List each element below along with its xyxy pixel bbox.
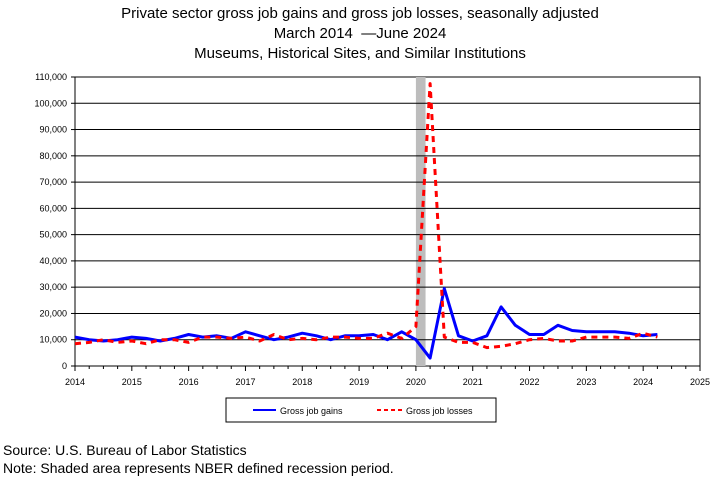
y-tick-label: 30,000 xyxy=(39,282,67,292)
x-tick-label: 2025 xyxy=(690,377,710,387)
x-tick-label: 2022 xyxy=(520,377,540,387)
x-tick-label: 2019 xyxy=(349,377,369,387)
y-tick-label: 80,000 xyxy=(39,151,67,161)
x-tick-label: 2014 xyxy=(65,377,85,387)
chart-subtitle-dates: March 2014 —June 2024 xyxy=(273,25,447,42)
legend-label-gross-job-losses: Gross job losses xyxy=(406,406,473,416)
footer-note: Note: Shaded area represents NBER define… xyxy=(3,460,394,476)
chart-title: Private sector gross job gains and gross… xyxy=(121,5,599,22)
chart-titles: Private sector gross job gains and gross… xyxy=(0,4,720,64)
x-tick-label: 2017 xyxy=(235,377,255,387)
y-tick-label: 70,000 xyxy=(39,177,67,187)
y-tick-label: 60,000 xyxy=(39,203,67,213)
y-tick-label: 90,000 xyxy=(39,125,67,135)
legend-label-gross-job-gains: Gross job gains xyxy=(280,406,343,416)
y-tick-label: 50,000 xyxy=(39,230,67,240)
y-tick-label: 110,000 xyxy=(35,72,67,82)
x-tick-label: 2023 xyxy=(576,377,596,387)
y-tick-label: 10,000 xyxy=(39,335,67,345)
recession-band xyxy=(415,77,426,366)
y-tick-label: 40,000 xyxy=(39,256,67,266)
y-tick-label: 100,000 xyxy=(34,98,67,108)
footer-source: Source: U.S. Bureau of Labor Statistics xyxy=(3,442,247,458)
x-tick-label: 2020 xyxy=(406,377,426,387)
plot-area xyxy=(74,76,701,367)
series-line-gross-job-gains xyxy=(74,287,658,360)
x-tick-label: 2016 xyxy=(179,377,199,387)
x-tick-label: 2021 xyxy=(463,377,483,387)
chart-subtitle-industry: Museums, Historical Sites, and Similar I… xyxy=(194,45,526,62)
y-tick-label: 0 xyxy=(62,361,67,371)
x-tick-label: 2024 xyxy=(633,377,653,387)
x-tick-label: 2018 xyxy=(292,377,312,387)
x-tick-label: 2015 xyxy=(122,377,142,387)
y-tick-label: 20,000 xyxy=(39,308,67,318)
series-line-gross-job-losses xyxy=(74,82,658,350)
